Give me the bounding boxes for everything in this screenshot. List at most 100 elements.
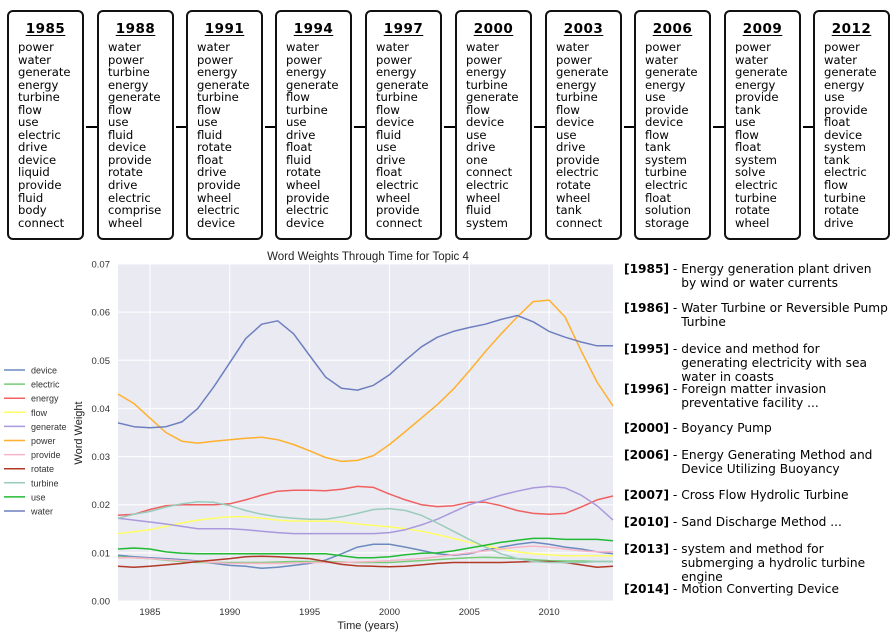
topic-word: device xyxy=(108,140,147,155)
topic-word: device xyxy=(376,115,415,130)
y-tick-label: 0.01 xyxy=(92,548,111,559)
topic-word: float xyxy=(645,190,672,205)
topic-word: energy xyxy=(18,77,59,92)
x-tick-labels: 1985 1990 1995 2000 2005 2010 xyxy=(139,607,559,618)
topic-word: system xyxy=(735,152,777,167)
topic-word: fluid xyxy=(108,127,134,142)
y-tick-label: 0.06 xyxy=(92,308,111,319)
legend-label: turbine xyxy=(31,478,59,488)
year-box-title: 2003 xyxy=(563,21,604,37)
topic-word: use xyxy=(735,115,756,130)
year-box-1994: 1994 water power energy generate flow turbine u… xyxy=(275,10,352,240)
patent-year: [1996] xyxy=(624,382,670,396)
patent-entry: [2014] - Motion Converting Device xyxy=(624,582,890,596)
year-box-word-list: water power energy generate turbine flow devic… xyxy=(376,41,440,229)
topic-word: connect xyxy=(466,165,513,180)
patent-separator: - xyxy=(669,542,682,556)
patent-title: Foreign matter invasion preventative fac… xyxy=(681,382,827,410)
patent-separator: - xyxy=(669,488,682,502)
patent-title: Water Turbine or Reversible Pump Turbine xyxy=(681,301,888,329)
chart-legend: device electric energy flow generate power pro… xyxy=(4,366,67,517)
topic-word: water xyxy=(376,40,410,54)
topic-word: wheel xyxy=(735,215,770,230)
topic-word: comprise xyxy=(108,203,162,218)
topic-word: electric xyxy=(197,203,240,218)
topic-word: electric xyxy=(466,178,509,193)
topic-word: float xyxy=(197,152,224,167)
series-line-generate xyxy=(117,485,614,535)
topic-word: rotate xyxy=(286,165,321,180)
patent-title: system and method for submerging a hydro… xyxy=(681,542,866,584)
topic-word: power xyxy=(18,40,54,54)
topic-word: rotate xyxy=(556,178,591,193)
topic-word: connect xyxy=(18,215,65,230)
topic-word: storage xyxy=(645,215,690,230)
topic-word: use xyxy=(824,90,845,105)
topic-word: electric xyxy=(18,127,61,142)
y-axis-label: Word Weight xyxy=(73,401,85,464)
patent-title: Boyancy Pump xyxy=(681,421,772,435)
topic-word: electric xyxy=(556,165,599,180)
topic-word: drive xyxy=(197,165,227,180)
year-box-word-list: water power energy generate turbine flow use fl… xyxy=(197,41,261,229)
topic-word: tank xyxy=(735,102,761,117)
topic-word: water xyxy=(466,40,500,54)
topic-word: flow xyxy=(197,102,221,117)
topic-word: generate xyxy=(556,65,609,80)
topic-word: turbine xyxy=(376,90,418,105)
topic-word: fluid xyxy=(197,127,223,142)
topic-word: flow xyxy=(108,102,132,117)
topic-word: tank xyxy=(645,140,671,155)
topic-word: turbine xyxy=(645,165,687,180)
topic-word: power xyxy=(286,52,322,67)
legend-label: provide xyxy=(31,450,61,460)
topic-word: energy xyxy=(735,77,776,92)
year-box-title: 1997 xyxy=(383,21,424,37)
patent-entry: [2010] - Sand Discharge Method ... xyxy=(624,515,890,529)
plot-background xyxy=(118,264,613,601)
topic-word: energy xyxy=(556,77,597,92)
topic-word: connect xyxy=(376,215,423,230)
topic-word: water xyxy=(18,52,52,67)
topic-word: device xyxy=(18,152,57,167)
patent-title: Cross Flow Hydrolic Turbine xyxy=(681,488,849,502)
year-box-1991: 1991 water power energy generate turbine flow u… xyxy=(186,10,263,240)
topic-word: water xyxy=(108,40,142,54)
patent-separator: - xyxy=(669,262,682,276)
topic-word: electric xyxy=(645,178,688,193)
series-line-water xyxy=(117,314,613,429)
topic-word: tank xyxy=(824,152,850,167)
patent-year: [1995] xyxy=(624,342,670,356)
series-lines xyxy=(117,299,614,570)
patent-year: [1985] xyxy=(624,262,670,276)
year-box-1997: 1997 water power energy generate turbine flow d… xyxy=(365,10,442,240)
patent-separator: - xyxy=(669,342,682,356)
y-tick-label: 0.03 xyxy=(92,452,111,463)
topic-word: flow xyxy=(556,102,580,117)
topic-word: use xyxy=(376,140,397,155)
topic-word: provide xyxy=(645,102,689,117)
topic-word: power xyxy=(645,40,681,54)
patent-entry: [2007] - Cross Flow Hydrolic Turbine xyxy=(624,488,890,502)
topic-word: use xyxy=(286,115,307,130)
topic-word: flow xyxy=(735,127,759,142)
year-box-word-list: power water generate energy provide tank use fl… xyxy=(735,41,799,229)
legend-label: generate xyxy=(31,422,67,432)
topic-word: power xyxy=(376,52,412,67)
topic-word: solve xyxy=(735,165,766,180)
topic-word: rotate xyxy=(824,203,859,218)
patent-year: [2006] xyxy=(624,448,670,462)
topic-word: use xyxy=(466,127,487,142)
y-tick-label: 0.05 xyxy=(92,356,111,367)
year-box-word-list: power water generate energy use provide device… xyxy=(645,41,709,229)
topic-word: drive xyxy=(556,140,586,155)
topic-word: use xyxy=(645,90,666,105)
topic-word: electric xyxy=(824,165,867,180)
year-box-1985: 1985 power water generate energy turbine flow u… xyxy=(7,10,84,240)
year-box-word-list: water power energy generate flow turbine use dr… xyxy=(286,41,350,229)
topic-word: water xyxy=(645,52,679,67)
y-tick-label: 0.00 xyxy=(92,597,111,608)
topic-word: generate xyxy=(286,77,339,92)
gridlines xyxy=(118,263,613,602)
x-tick-label: 1995 xyxy=(299,607,320,618)
